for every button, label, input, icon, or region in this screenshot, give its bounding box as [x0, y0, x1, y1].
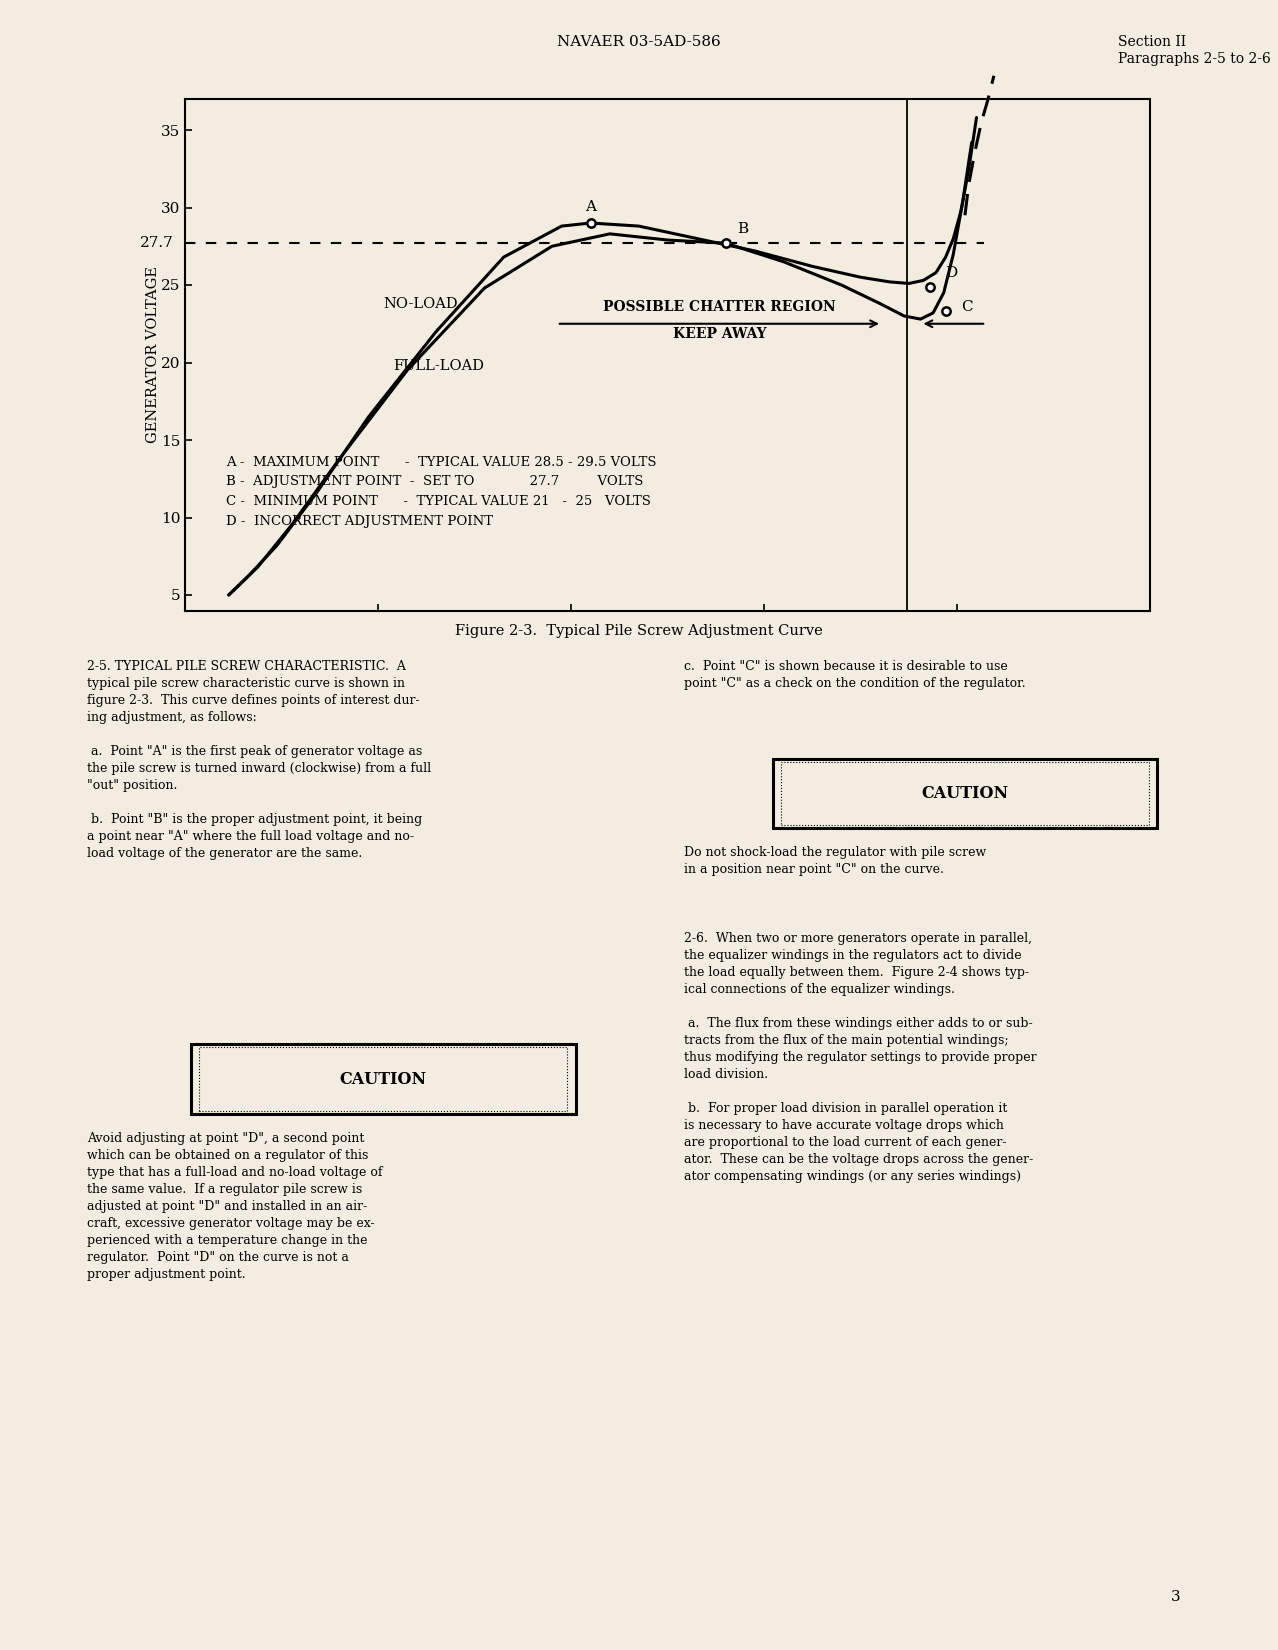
Y-axis label: GENERATOR VOLTAGE: GENERATOR VOLTAGE [146, 266, 160, 444]
Text: Paragraphs 2-5 to 2-6: Paragraphs 2-5 to 2-6 [1118, 51, 1272, 66]
Text: B -  ADJUSTMENT POINT  -  SET TO             27.7         VOLTS: B - ADJUSTMENT POINT - SET TO 27.7 VOLTS [226, 475, 643, 488]
FancyBboxPatch shape [192, 1044, 575, 1114]
Text: C -  MINIMUM POINT      -  TYPICAL VALUE 21   -  25   VOLTS: C - MINIMUM POINT - TYPICAL VALUE 21 - 2… [226, 495, 651, 508]
Text: Avoid adjusting at point "D", a second point
which can be obtained on a regulato: Avoid adjusting at point "D", a second p… [87, 1132, 382, 1280]
Text: CAUTION: CAUTION [921, 785, 1008, 802]
Text: D: D [946, 266, 957, 279]
Text: Do not shock-load the regulator with pile screw
in a position near point "C" on : Do not shock-load the regulator with pil… [684, 846, 987, 876]
FancyBboxPatch shape [199, 1048, 567, 1110]
Text: NO-LOAD: NO-LOAD [383, 297, 458, 310]
Text: C: C [961, 300, 973, 315]
Text: POSSIBLE CHATTER REGION: POSSIBLE CHATTER REGION [603, 300, 836, 315]
Text: 2-5. TYPICAL PILE SCREW CHARACTERISTIC.  A
typical pile screw characteristic cur: 2-5. TYPICAL PILE SCREW CHARACTERISTIC. … [87, 660, 431, 860]
Text: CAUTION: CAUTION [340, 1071, 427, 1087]
Text: c.  Point "C" is shown because it is desirable to use
point "C" as a check on th: c. Point "C" is shown because it is desi… [684, 660, 1025, 690]
Text: 27.7: 27.7 [141, 236, 174, 251]
Text: Section II: Section II [1118, 35, 1186, 50]
Text: D -  INCORRECT ADJUSTMENT POINT: D - INCORRECT ADJUSTMENT POINT [226, 515, 493, 528]
Text: Figure 2-3.  Typical Pile Screw Adjustment Curve: Figure 2-3. Typical Pile Screw Adjustmen… [455, 624, 823, 637]
Text: NAVAER 03-5AD-586: NAVAER 03-5AD-586 [557, 35, 721, 50]
FancyBboxPatch shape [773, 759, 1157, 828]
Text: KEEP AWAY: KEEP AWAY [672, 327, 767, 342]
Text: A -  MAXIMUM POINT      -  TYPICAL VALUE 28.5 - 29.5 VOLTS: A - MAXIMUM POINT - TYPICAL VALUE 28.5 -… [226, 455, 657, 469]
Text: 2-6.  When two or more generators operate in parallel,
the equalizer windings in: 2-6. When two or more generators operate… [684, 932, 1036, 1183]
Text: 3: 3 [1171, 1591, 1181, 1604]
Text: B: B [737, 223, 749, 236]
Text: A: A [585, 200, 596, 215]
FancyBboxPatch shape [781, 762, 1149, 825]
Text: FULL-LOAD: FULL-LOAD [392, 358, 484, 373]
